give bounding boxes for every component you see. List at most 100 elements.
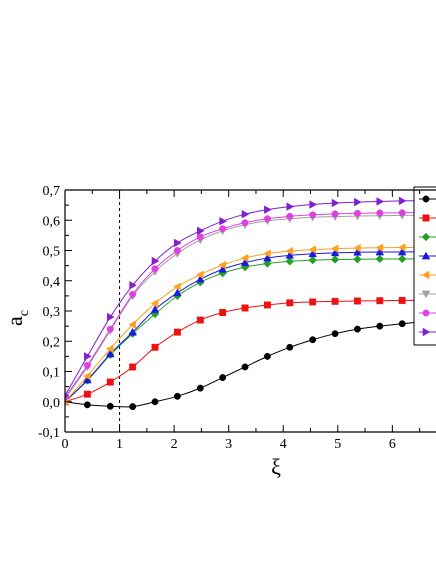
series-4-point-4 bbox=[128, 327, 137, 336]
series-7-point-4 bbox=[129, 290, 137, 298]
y-axis-label: ac bbox=[2, 310, 32, 326]
series-2-point-7 bbox=[196, 316, 204, 324]
series-4-point-9 bbox=[240, 258, 250, 266]
y-tick-label: 0,6 bbox=[43, 214, 61, 229]
series-8-point-2 bbox=[84, 352, 92, 361]
y-axis-label-subscript: c bbox=[17, 310, 32, 316]
series-5-point-9 bbox=[240, 253, 249, 263]
series-3-point-11 bbox=[285, 257, 294, 266]
series-2-point-5 bbox=[151, 343, 159, 351]
series-5-point-15 bbox=[375, 243, 384, 253]
series-7-point-3 bbox=[106, 325, 114, 333]
series-5-point-13 bbox=[330, 244, 339, 253]
series-7-point-11 bbox=[286, 212, 294, 220]
series-1-point-8 bbox=[219, 374, 227, 381]
series-5-point-7 bbox=[195, 270, 204, 279]
x-tick-label: 3 bbox=[225, 437, 232, 452]
series-8-point-9 bbox=[241, 209, 250, 219]
series-8-point-16 bbox=[398, 196, 407, 206]
series-1-point-16 bbox=[398, 320, 406, 328]
y-tick-label: 0,1 bbox=[43, 366, 61, 381]
series-3-point-13 bbox=[330, 255, 340, 264]
series-2-point-2 bbox=[83, 390, 91, 398]
series-4-point-3 bbox=[106, 349, 115, 358]
series-4-point-12 bbox=[308, 249, 317, 258]
series-5-point-8 bbox=[218, 260, 226, 270]
legend-marker-5 bbox=[421, 270, 430, 280]
series-2-point-11 bbox=[286, 299, 294, 307]
legend-box bbox=[413, 186, 436, 346]
series-1-point-4 bbox=[129, 403, 137, 411]
y-tick-label: 0,2 bbox=[43, 335, 61, 350]
series-2-point-3 bbox=[106, 378, 114, 386]
series-7-point-7 bbox=[196, 233, 204, 241]
series-2-point-9 bbox=[241, 304, 249, 312]
series-4-point-13 bbox=[330, 248, 340, 257]
series-3-line bbox=[65, 258, 426, 403]
series-8-point-8 bbox=[219, 216, 228, 226]
series-4-point-5 bbox=[150, 305, 160, 313]
legend-marker-1 bbox=[422, 195, 430, 203]
series-4-point-8 bbox=[218, 264, 227, 273]
x-tick-label: 1 bbox=[116, 437, 123, 452]
plot-area bbox=[65, 190, 430, 432]
series-5-point-14 bbox=[353, 243, 361, 253]
series-8-point-5 bbox=[151, 256, 160, 266]
series-4-point-11 bbox=[285, 250, 295, 259]
series-8-point-13 bbox=[331, 198, 340, 208]
series-4-point-7 bbox=[196, 274, 205, 283]
series-2-point-14 bbox=[353, 297, 361, 305]
series-7-point-10 bbox=[263, 215, 271, 223]
y-tick-label: -0,1 bbox=[38, 426, 60, 441]
series-5-point-11 bbox=[285, 246, 294, 256]
series-3 bbox=[65, 254, 430, 406]
series-8-point-11 bbox=[286, 202, 295, 211]
series-7-point-6 bbox=[173, 247, 181, 254]
series-7-point-2 bbox=[83, 362, 91, 369]
series-2-point-10 bbox=[263, 301, 271, 309]
series-7-point-8 bbox=[219, 225, 227, 233]
series-7-point-16 bbox=[398, 209, 406, 217]
series-3-point-14 bbox=[353, 255, 362, 264]
series-2-point-12 bbox=[309, 298, 317, 306]
series-2-point-13 bbox=[331, 297, 339, 305]
series-8 bbox=[65, 196, 430, 399]
series-8-point-10 bbox=[264, 205, 272, 214]
legend-marker-2 bbox=[422, 214, 430, 222]
series-1-point-3 bbox=[106, 402, 114, 410]
series-7-point-5 bbox=[151, 265, 159, 273]
series-1 bbox=[65, 318, 429, 411]
series-3-point-10 bbox=[263, 259, 272, 268]
series-1-point-15 bbox=[376, 322, 384, 330]
y-tick-label: 0,7 bbox=[43, 184, 61, 199]
series-7-point-13 bbox=[331, 210, 339, 218]
x-tick-label: 5 bbox=[334, 437, 341, 452]
series-4-point-10 bbox=[263, 253, 272, 262]
y-tick-label: 0,0 bbox=[43, 396, 61, 411]
series-4 bbox=[65, 247, 430, 406]
series-2-point-8 bbox=[219, 309, 227, 316]
legend-marker-6 bbox=[421, 290, 431, 299]
y-axis-label-main: a bbox=[2, 316, 27, 326]
legend-marker-4 bbox=[421, 251, 431, 260]
series-1-point-6 bbox=[173, 392, 181, 400]
series-5-point-4 bbox=[128, 320, 136, 329]
series-7-point-12 bbox=[309, 211, 317, 219]
series-1-point-10 bbox=[263, 352, 271, 360]
y-tick-label: 0,3 bbox=[43, 305, 61, 320]
series-5-point-10 bbox=[263, 249, 271, 258]
series-7-point-14 bbox=[353, 209, 361, 217]
series-1-point-14 bbox=[353, 325, 361, 333]
series-1-point-2 bbox=[83, 401, 91, 409]
legend-marker-7 bbox=[422, 309, 430, 317]
x-tick-label: 4 bbox=[280, 437, 287, 452]
series-1-point-11 bbox=[286, 343, 294, 351]
series-5-point-5 bbox=[150, 299, 159, 308]
series-4-point-16 bbox=[397, 247, 407, 256]
series-5-point-16 bbox=[397, 243, 406, 252]
series-2-point-4 bbox=[129, 363, 137, 371]
series-4-point-2 bbox=[83, 375, 92, 384]
series-4-point-6 bbox=[173, 288, 182, 297]
series-3-point-16 bbox=[397, 254, 407, 264]
series-1-point-5 bbox=[151, 398, 159, 406]
